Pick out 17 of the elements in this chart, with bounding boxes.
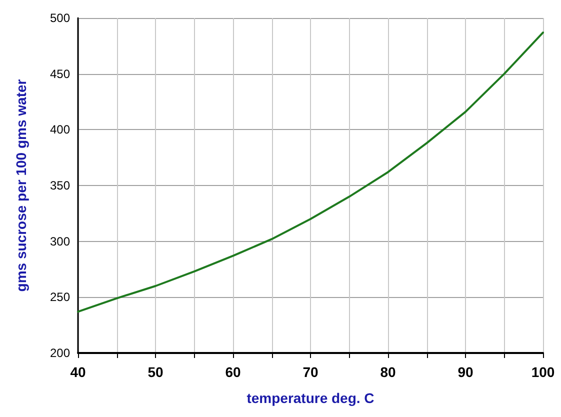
x-tick-label: 50 [148,364,164,380]
y-tick-label: 400 [50,122,70,137]
y-tick-label: 200 [50,346,70,360]
y-tick-label: 300 [50,234,70,248]
x-axis-title: temperature deg. C [246,390,374,406]
y-tick-label: 250 [50,290,70,304]
y-tick-label: 500 [50,11,70,25]
line-series [77,32,544,313]
x-tick-label: 70 [302,364,318,380]
y-axis-title: gms sucrose per 100 gms water [13,78,29,292]
x-tick-label: 100 [531,364,555,380]
x-tick-label: 40 [70,364,86,380]
x-tick-label: 80 [380,364,396,380]
y-tick-label: 350 [50,178,70,192]
x-tick-label: 60 [225,364,241,380]
x-tick-label: 90 [458,364,474,380]
y-tick-label: 450 [50,66,70,81]
